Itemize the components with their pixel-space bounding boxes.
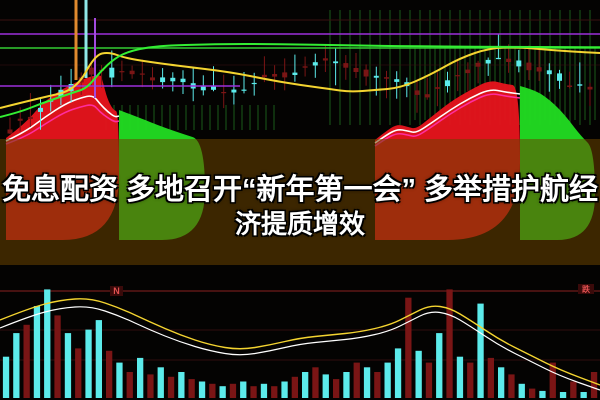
svg-text:跌: 跌 [582, 284, 591, 294]
svg-text:N: N [113, 286, 120, 296]
